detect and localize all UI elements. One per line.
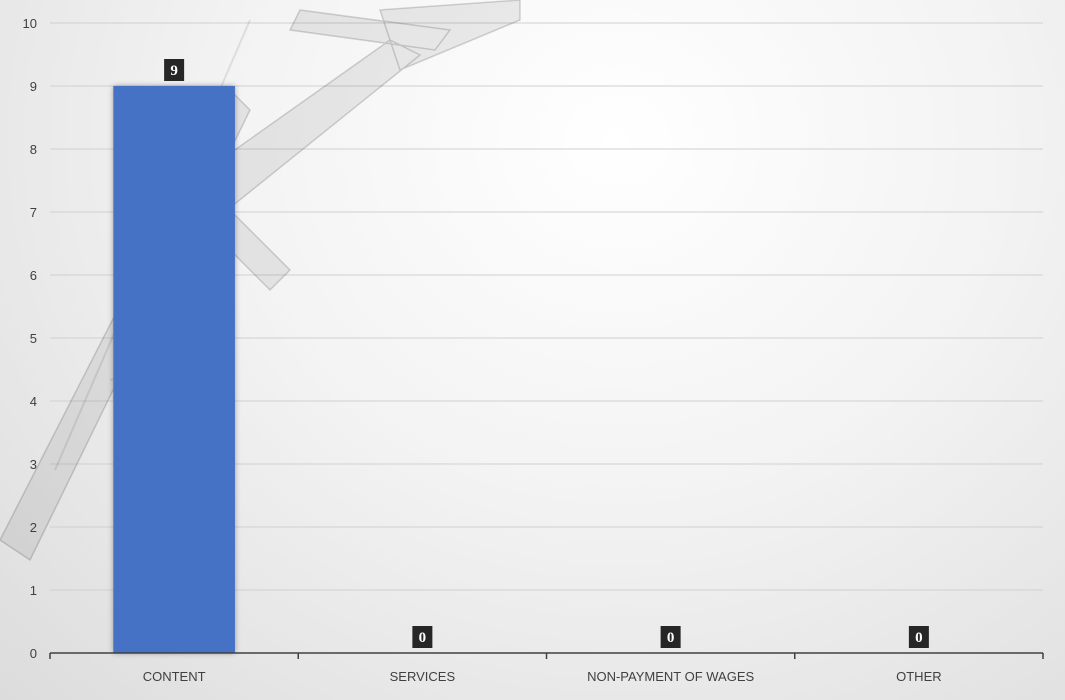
data-label-box <box>412 626 433 648</box>
data-labels: 9 0 0 0 <box>164 59 929 648</box>
y-tick-label: 4 <box>30 394 37 409</box>
data-label-box <box>908 626 929 648</box>
data-label-value: 0 <box>667 630 675 646</box>
data-label-value: 9 <box>170 63 178 79</box>
x-axis-ticks: CONTENT SERVICES NON-PAYMENT OF WAGES OTHER <box>143 669 942 684</box>
data-label-value: 0 <box>419 630 427 646</box>
data-label-box <box>660 626 681 648</box>
x-tick-label: NON-PAYMENT OF WAGES <box>587 669 754 684</box>
y-tick-label: 8 <box>30 142 37 157</box>
x-tick-label: OTHER <box>896 669 942 684</box>
y-axis-ticks: 0 1 2 3 4 5 6 7 8 9 10 <box>23 16 37 661</box>
y-tick-label: 9 <box>30 79 37 94</box>
y-tick-label: 6 <box>30 268 37 283</box>
y-tick-label: 0 <box>30 646 37 661</box>
x-tick-label: CONTENT <box>143 669 206 684</box>
data-label: 9 <box>164 59 185 81</box>
data-label-box <box>164 59 185 81</box>
data-label: 0 <box>908 626 929 648</box>
y-tick-label: 5 <box>30 331 37 346</box>
y-tick-label: 1 <box>30 583 37 598</box>
data-label: 0 <box>412 626 433 648</box>
y-tick-label: 7 <box>30 205 37 220</box>
y-tick-label: 2 <box>30 520 37 535</box>
bars <box>113 86 235 653</box>
x-axis <box>49 652 1044 659</box>
data-label-value: 0 <box>915 630 923 646</box>
data-label: 0 <box>660 626 681 648</box>
bar-content <box>113 86 235 653</box>
y-tick-label: 10 <box>23 16 37 31</box>
y-tick-label: 3 <box>30 457 37 472</box>
watermark-graphic <box>0 0 521 562</box>
x-tick-label: SERVICES <box>390 669 456 684</box>
